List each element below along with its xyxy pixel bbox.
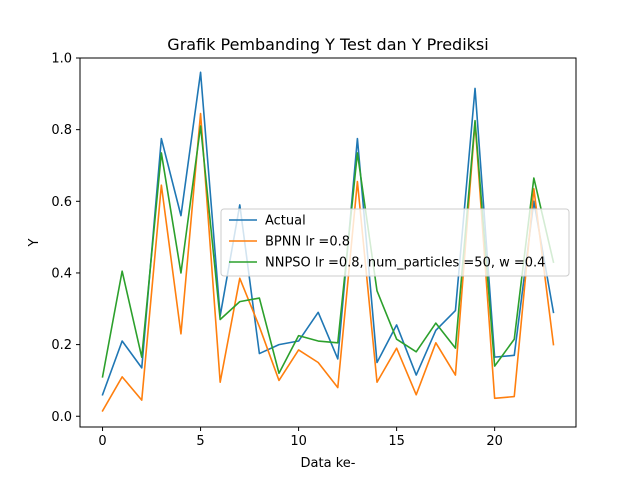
x-axis-ticks: 0 5 10 15 20 — [98, 427, 503, 449]
y-tick-label: 1.0 — [51, 52, 72, 67]
y-axis-ticks: 0.0 0.2 0.4 0.6 0.8 1.0 — [51, 52, 80, 425]
x-tick-label: 10 — [290, 434, 307, 449]
legend: Actual BPNN lr =0.8 NNPSO lr =0.8, num_par… — [220, 208, 570, 277]
series-line-3 — [101, 119, 555, 378]
chart-title: Grafik Pembanding Y Test dan Y Prediksi — [167, 35, 488, 54]
legend-label: Actual — [265, 214, 306, 229]
x-axis-label: Data ke- — [301, 456, 356, 471]
y-tick-label: 0.8 — [51, 123, 72, 138]
x-tick-label: 0 — [98, 434, 106, 449]
legend-label: NNPSO lr =0.8, num_particles =50, w =0.4 — [265, 256, 545, 271]
y-tick-label: 0.2 — [51, 338, 72, 353]
x-tick-label: 15 — [388, 434, 405, 449]
x-tick-label: 20 — [486, 434, 503, 449]
y-axis-label: Y — [27, 238, 42, 247]
y-tick-label: 0.0 — [51, 410, 72, 425]
legend-box — [220, 208, 570, 277]
x-tick-label: 5 — [196, 434, 204, 449]
y-tick-label: 0.4 — [51, 266, 72, 281]
axes-frame — [79, 57, 577, 428]
legend-label: BPNN lr =0.8 — [265, 235, 350, 250]
plot-area — [101, 71, 555, 412]
series-line-1 — [101, 71, 555, 396]
y-tick-label: 0.6 — [51, 195, 72, 210]
